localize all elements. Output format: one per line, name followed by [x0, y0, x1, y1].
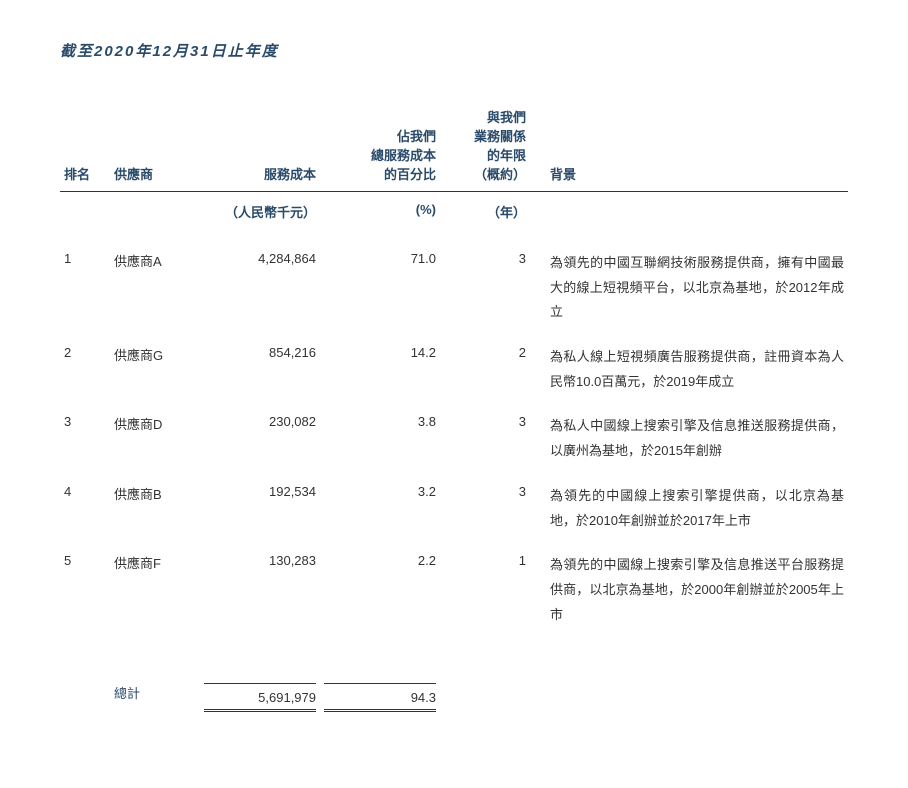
- table-row: 2 供應商G 854,216 14.2 2 為私人線上短視頻廣告服務提供商，註冊…: [60, 333, 848, 402]
- cell-years: 3: [440, 239, 530, 333]
- spacer: [60, 635, 848, 653]
- total-cost: 5,691,979: [200, 653, 320, 718]
- cell-supplier: 供應商B: [110, 472, 200, 541]
- cell-pct: 2.2: [320, 541, 440, 635]
- cell-years: 3: [440, 472, 530, 541]
- cell-pct: 3.2: [320, 472, 440, 541]
- cell-supplier: 供應商A: [110, 239, 200, 333]
- col-background-header: 背景: [530, 101, 848, 192]
- cell-rank: 2: [60, 333, 110, 402]
- years-header-l3: 的年限: [444, 145, 526, 164]
- cell-rank: 1: [60, 239, 110, 333]
- supplier-table: 排名 供應商 服務成本 佔我們 總服務成本 的百分比 與我們 業務關係 的年限 …: [60, 101, 848, 718]
- pct-header-l1: 佔我們: [324, 126, 436, 145]
- years-header-l4: （概約）: [444, 164, 526, 183]
- report-period-title: 截至2020年12月31日止年度: [60, 40, 848, 61]
- pct-header-l3: 的百分比: [324, 164, 436, 183]
- cell-supplier: 供應商D: [110, 402, 200, 471]
- cell-background: 為領先的中國線上搜索引擎提供商，以北京為基地，於2010年創辦並於2017年上市: [530, 472, 848, 541]
- years-header-l2: 業務關係: [444, 126, 526, 145]
- cell-rank: 3: [60, 402, 110, 471]
- unit-row: （人民幣千元） (%) （年）: [60, 192, 848, 240]
- total-pct: 94.3: [320, 653, 440, 718]
- cell-pct: 14.2: [320, 333, 440, 402]
- unit-pct: (%): [320, 192, 440, 240]
- col-supplier-header: 供應商: [110, 101, 200, 192]
- col-rank-header: 排名: [60, 101, 110, 192]
- col-years-header: 與我們 業務關係 的年限 （概約）: [440, 101, 530, 192]
- table-header-row: 排名 供應商 服務成本 佔我們 總服務成本 的百分比 與我們 業務關係 的年限 …: [60, 101, 848, 192]
- cell-years: 2: [440, 333, 530, 402]
- table-row: 1 供應商A 4,284,864 71.0 3 為領先的中國互聯網技術服務提供商…: [60, 239, 848, 333]
- cell-supplier: 供應商G: [110, 333, 200, 402]
- unit-cost: （人民幣千元）: [200, 192, 320, 240]
- cell-years: 3: [440, 402, 530, 471]
- cell-cost: 130,283: [200, 541, 320, 635]
- cell-background: 為領先的中國互聯網技術服務提供商，擁有中國最大的線上短視頻平台，以北京為基地，於…: [530, 239, 848, 333]
- cell-rank: 5: [60, 541, 110, 635]
- cell-background: 為私人中國線上搜索引擎及信息推送服務提供商，以廣州為基地，於2015年創辦: [530, 402, 848, 471]
- cell-pct: 3.8: [320, 402, 440, 471]
- cell-rank: 4: [60, 472, 110, 541]
- col-cost-header: 服務成本: [200, 101, 320, 192]
- cell-supplier: 供應商F: [110, 541, 200, 635]
- cell-background: 為領先的中國線上搜索引擎及信息推送平台服務提供商，以北京為基地，於2000年創辦…: [530, 541, 848, 635]
- cell-background: 為私人線上短視頻廣告服務提供商，註冊資本為人民幣10.0百萬元，於2019年成立: [530, 333, 848, 402]
- years-header-l1: 與我們: [444, 107, 526, 126]
- cell-cost: 230,082: [200, 402, 320, 471]
- total-label: 總計: [110, 653, 200, 718]
- cell-years: 1: [440, 541, 530, 635]
- table-row: 3 供應商D 230,082 3.8 3 為私人中國線上搜索引擎及信息推送服務提…: [60, 402, 848, 471]
- table-row: 5 供應商F 130,283 2.2 1 為領先的中國線上搜索引擎及信息推送平台…: [60, 541, 848, 635]
- cell-cost: 4,284,864: [200, 239, 320, 333]
- unit-years: （年）: [440, 192, 530, 240]
- cell-cost: 192,534: [200, 472, 320, 541]
- col-pct-header: 佔我們 總服務成本 的百分比: [320, 101, 440, 192]
- pct-header-l2: 總服務成本: [324, 145, 436, 164]
- cell-cost: 854,216: [200, 333, 320, 402]
- total-row: 總計 5,691,979 94.3: [60, 653, 848, 718]
- table-row: 4 供應商B 192,534 3.2 3 為領先的中國線上搜索引擎提供商，以北京…: [60, 472, 848, 541]
- cell-pct: 71.0: [320, 239, 440, 333]
